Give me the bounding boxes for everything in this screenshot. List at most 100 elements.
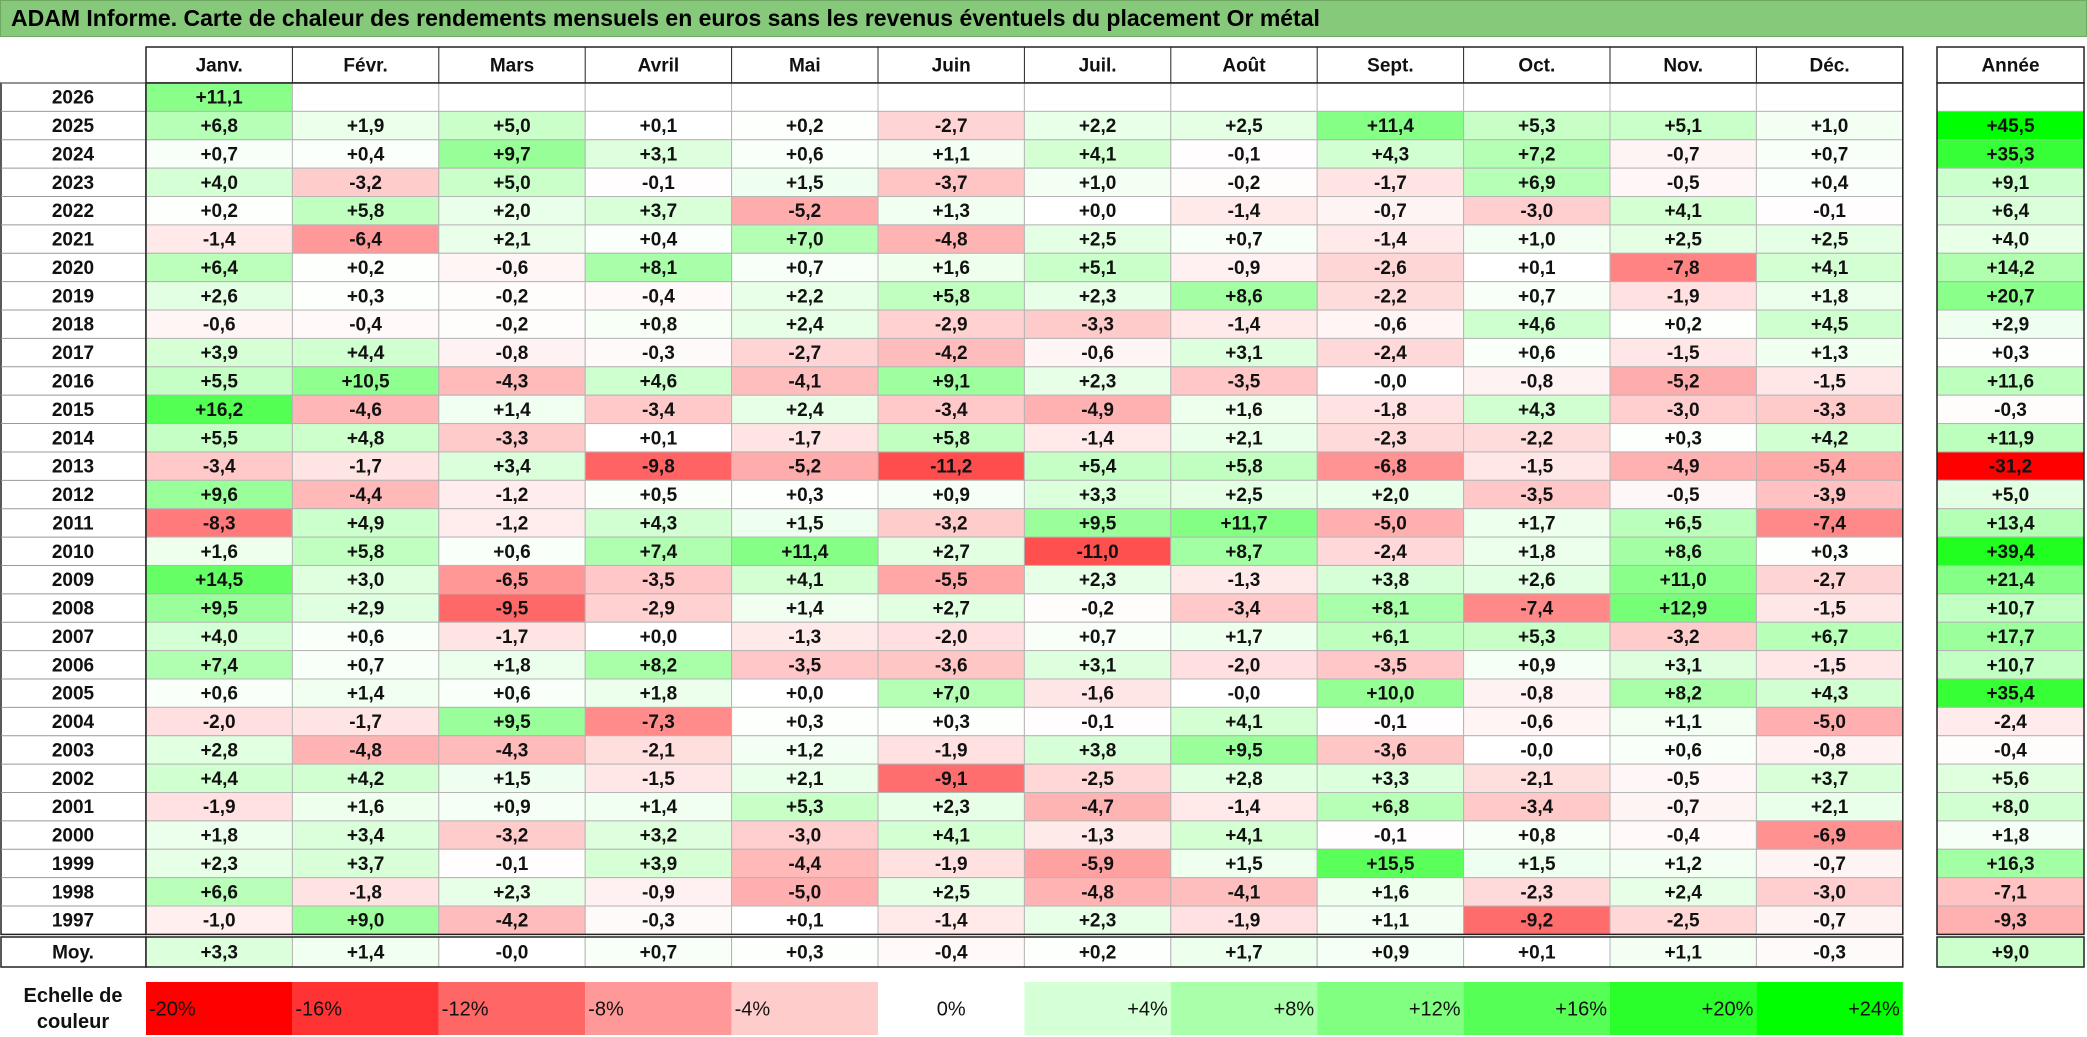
heatmap-cell: [877, 139, 1025, 169]
year-label: 2003: [52, 740, 94, 761]
annual-value: +11,9: [1987, 428, 2034, 449]
average-cell: [1755, 936, 1904, 968]
cell-value: +2,6: [1518, 570, 1556, 591]
annual-value: +8,0: [1992, 797, 2030, 818]
heatmap-cell: [1170, 196, 1318, 226]
annual-cell: [1936, 792, 2085, 822]
annual-cell: [1936, 337, 2085, 368]
heatmap-cell: [731, 820, 879, 850]
year-label: 2021: [52, 230, 95, 251]
cell-value: +2,2: [1079, 116, 1117, 137]
cell-value: +0,1: [640, 116, 678, 137]
cell-value: -0,4: [349, 315, 382, 336]
cell-value: +2,4: [1664, 882, 1702, 903]
annual-value: -0,3: [1994, 400, 2027, 421]
cell-value: +3,2: [640, 826, 678, 847]
cell-value: +5,8: [1225, 457, 1263, 478]
cell-value: +0,6: [1518, 343, 1556, 364]
cell-value: +0,4: [640, 230, 678, 251]
cell-value: -1,8: [349, 882, 382, 903]
cell-value: -0,6: [203, 315, 236, 336]
year-label: 2000: [52, 826, 94, 847]
average-value: +0,3: [786, 943, 824, 964]
cell-value: +8,1: [1372, 599, 1410, 620]
cell-value: -0,7: [1813, 911, 1846, 932]
heatmap-cell: [1755, 110, 1904, 141]
heatmap-cell: [291, 252, 440, 283]
cell-value: +11,4: [781, 542, 828, 563]
year-label: 2019: [52, 286, 94, 307]
cell-value: +4,3: [1372, 144, 1410, 165]
cell-value: +2,0: [493, 201, 531, 222]
cell-value: +10,5: [342, 371, 391, 392]
cell-value: -3,7: [935, 173, 968, 194]
cell-value: +0,6: [786, 144, 824, 165]
cell-value: -0,8: [1520, 371, 1553, 392]
cell-value: -4,3: [496, 740, 529, 761]
cell-value: +4,2: [347, 769, 385, 790]
cell-value: +2,5: [1079, 230, 1117, 251]
heatmap-cell: [1755, 196, 1904, 226]
cell-value: +3,3: [1372, 769, 1410, 790]
cell-value: +2,1: [1811, 797, 1849, 818]
average-value: +0,7: [640, 943, 678, 964]
scale-swatch: [146, 982, 293, 1035]
heatmap-cell: [877, 593, 1025, 623]
cell-value: +0,7: [1079, 627, 1117, 648]
heatmap-cell: [1463, 110, 1611, 141]
heatmap-cell: [1463, 337, 1611, 368]
cell-value: +1,6: [1225, 400, 1263, 421]
cell-value: -3,5: [642, 570, 675, 591]
cell-value: +7,0: [786, 230, 824, 251]
heatmap-cell: [1755, 479, 1904, 510]
cell-value: +4,3: [1811, 684, 1849, 705]
scale-swatch: [731, 982, 878, 1035]
month-header: Juin: [932, 56, 971, 77]
cell-value: -7,4: [1520, 599, 1553, 620]
year-label: 2014: [52, 428, 95, 449]
heatmap-cell: [1023, 621, 1172, 652]
heatmap-cell: [877, 479, 1025, 510]
heatmap-cell: [291, 678, 440, 708]
cell-value: +1,0: [1811, 116, 1849, 137]
heatmap-cell: [291, 792, 440, 822]
annual-cell: [1936, 536, 2085, 566]
heatmap-cell: [731, 281, 879, 311]
scale-swatch: [585, 982, 732, 1035]
cell-value: -1,0: [203, 911, 236, 932]
cell-value: -0,6: [1374, 315, 1407, 336]
cell-value: +4,8: [347, 428, 385, 449]
cell-value: +0,6: [1664, 740, 1702, 761]
heatmap-cell: [1023, 139, 1172, 169]
year-label: 2024: [52, 144, 95, 165]
heatmap-cell: [1023, 905, 1172, 935]
cell-value: +3,9: [200, 343, 238, 364]
cell-value: +3,7: [640, 201, 678, 222]
cell-value: +4,9: [347, 513, 385, 534]
cell-value: +1,2: [1664, 854, 1702, 875]
cell-value: -5,4: [1813, 457, 1846, 478]
heatmap-cell: [1316, 905, 1465, 935]
scale-step-label: -4%: [735, 999, 771, 1021]
heatmap-cell: [1609, 763, 1757, 793]
cell-value: +1,0: [1518, 230, 1556, 251]
cell-value: +2,3: [1079, 911, 1117, 932]
cell-value: -2,7: [935, 116, 968, 137]
cell-value: +9,7: [493, 144, 531, 165]
year-label: 2012: [52, 485, 94, 506]
average-annual-value: +9,0: [1992, 943, 2030, 964]
heatmap-cell: [1316, 508, 1465, 538]
heatmap-cell: [438, 678, 586, 708]
cell-value: +2,7: [932, 599, 970, 620]
heatmap-cell: [438, 763, 586, 793]
cell-value: +0,2: [786, 116, 824, 137]
heatmap-cell: [1755, 848, 1904, 879]
cell-value: -1,5: [1813, 599, 1846, 620]
heatmap-cell: [1316, 564, 1465, 595]
heatmap-cell: [1609, 167, 1757, 198]
cell-value: +1,1: [1664, 712, 1702, 733]
annual-cell: [1936, 479, 2085, 510]
cell-value: -2,0: [1228, 655, 1261, 676]
cell-value: +2,5: [932, 882, 970, 903]
heatmap-cell: [438, 905, 586, 935]
